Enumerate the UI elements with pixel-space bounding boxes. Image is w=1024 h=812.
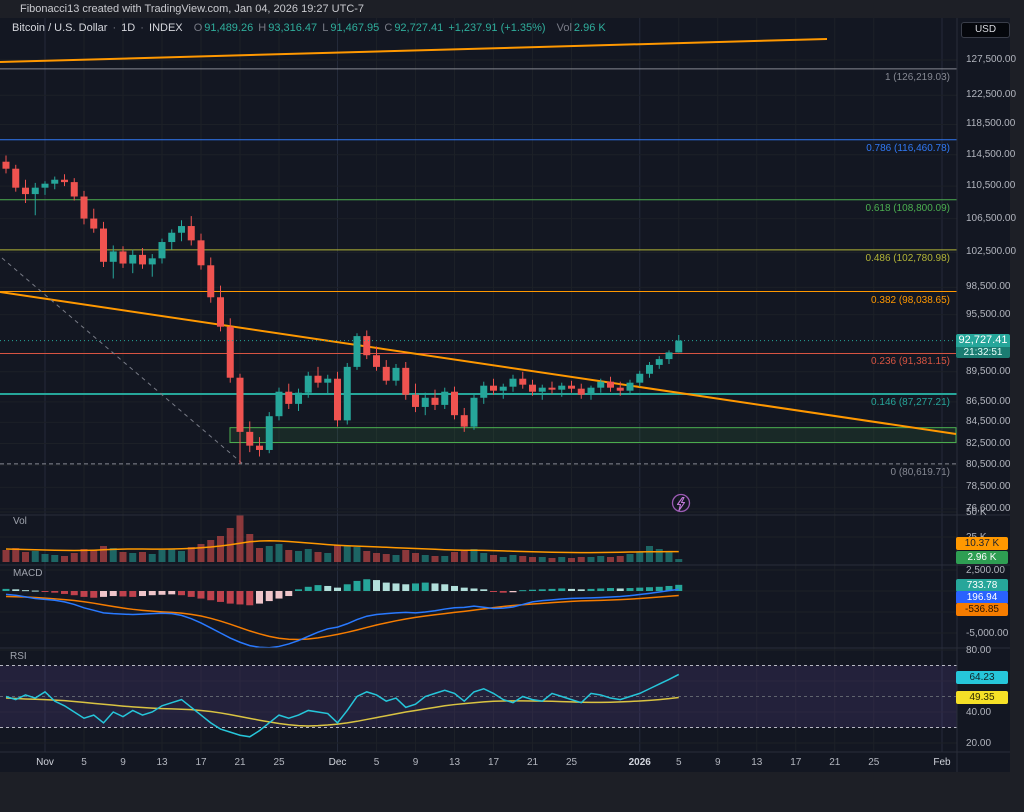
rsi-band [0, 665, 957, 728]
attribution-bar: Fibonacci13 created with TradingView.com… [0, 0, 1024, 18]
volume-pane-label: Vol [13, 516, 27, 527]
ascending-trendline [0, 38, 828, 63]
high-value: 93,316.47 [268, 22, 318, 34]
rsi-ma-badge: 49.35 [956, 691, 1008, 704]
high-label: H [258, 22, 267, 34]
close-value: 92,727.41 [394, 22, 444, 34]
demand-zone-box [229, 427, 957, 443]
low-label: L [322, 22, 329, 34]
grid-layer [0, 18, 957, 752]
rsi-value-badge: 64.23 [956, 671, 1008, 684]
close-label: C [384, 22, 393, 34]
macd-line-badge: 196.94 [956, 591, 1008, 604]
volume-value: 2.96 K [573, 22, 606, 34]
volume-ma-badge: 10.37 K [956, 537, 1008, 550]
symbol-name: Bitcoin / U.S. Dollar [12, 22, 108, 34]
macd-layer [2, 579, 683, 648]
fib-levels-layer [0, 68, 957, 465]
open-label: O [193, 22, 203, 34]
rsi-pane-label: RSI [10, 651, 27, 662]
open-value: 91,489.26 [204, 22, 254, 34]
interval-label: 1D [121, 22, 136, 34]
symbol-legend: Bitcoin / U.S. Dollar · 1D · INDEX O 91,4… [12, 22, 608, 34]
volume-label: Vol [556, 22, 572, 34]
impulse-dashed-line [1, 257, 244, 465]
volume-current-badge: 2.96 K [956, 551, 1008, 564]
boost-icon[interactable] [671, 493, 691, 513]
last-price-badge: 92,727.41 21:32:51 [956, 334, 1010, 358]
volume-layer [2, 515, 683, 562]
frame-right [1010, 18, 1024, 772]
footer-bar: TradingView [0, 772, 1024, 812]
last-price-value: 92,727.41 [956, 334, 1010, 347]
macd-pane-label: MACD [13, 568, 43, 579]
descending-trendline [0, 291, 957, 435]
macd-hist-badge: 733.78 [956, 579, 1008, 592]
candles-layer [2, 155, 683, 464]
legend-separator: · [112, 22, 117, 34]
exchange-label: INDEX [149, 22, 183, 34]
macd-signal-badge: -536.85 [956, 603, 1008, 616]
legend-separator: · [140, 22, 144, 34]
currency-toggle-button[interactable]: USD [961, 22, 1010, 38]
low-value: 91,467.95 [330, 22, 380, 34]
rsi-layer [5, 673, 680, 738]
change-value: +1,237.91 (+1.35%) [448, 22, 546, 34]
bar-countdown: 21:32:51 [956, 347, 1010, 358]
attribution-text: Fibonacci13 created with TradingView.com… [20, 3, 365, 15]
